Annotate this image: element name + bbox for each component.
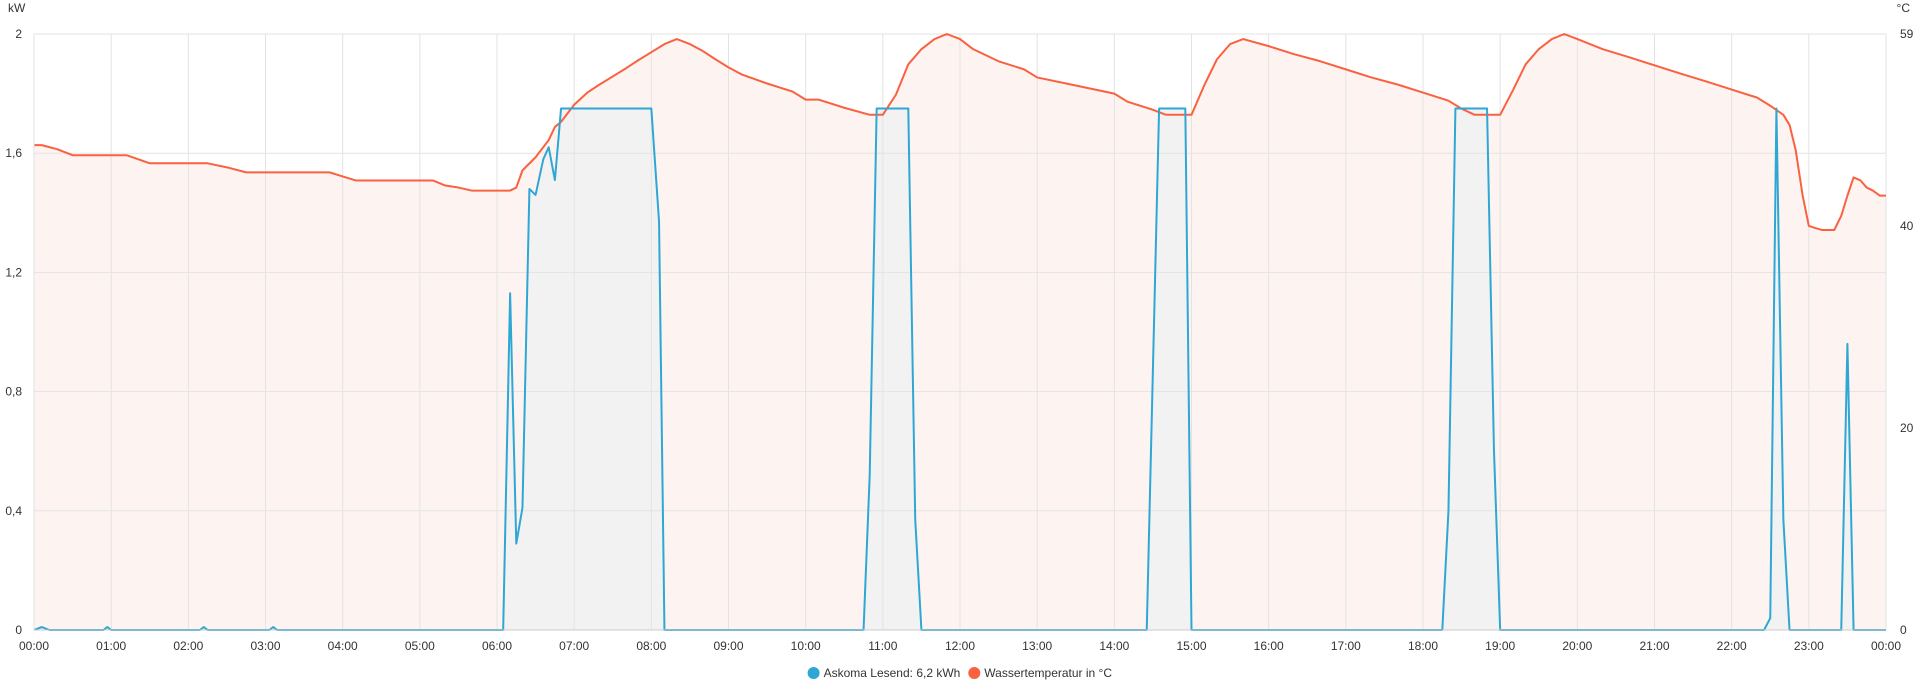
legend-label-1: Wassertemperatur in °C — [984, 666, 1112, 680]
y-left-tick-label: 1,6 — [5, 146, 22, 160]
x-tick-label: 19:00 — [1485, 639, 1515, 653]
y-axis-left-ticks: 0 0,4 0,8 1,2 1,6 2 — [5, 27, 22, 637]
x-tick-label: 18:00 — [1408, 639, 1438, 653]
y-axis-right-ticks: 0 20 40 59 — [1900, 27, 1914, 637]
x-tick-label: 12:00 — [945, 639, 975, 653]
x-tick-label: 21:00 — [1639, 639, 1669, 653]
x-tick-label: 15:00 — [1176, 639, 1206, 653]
x-tick-label: 20:00 — [1562, 639, 1592, 653]
x-tick-label: 05:00 — [405, 639, 435, 653]
x-tick-label: 13:00 — [1022, 639, 1052, 653]
y-left-tick-label: 0,4 — [5, 504, 22, 518]
x-axis-ticks: 00:00 01:00 02:00 03:00 04:00 05:00 06:00 07:00… — [19, 639, 1901, 653]
y-left-tick-label: 2 — [15, 27, 22, 41]
x-tick-label: 03:00 — [250, 639, 280, 653]
x-tick-label: 17:00 — [1331, 639, 1361, 653]
grid — [33, 33, 1887, 631]
x-tick-label: 22:00 — [1717, 639, 1747, 653]
x-tick-label: 08:00 — [636, 639, 666, 653]
x-tick-label: 09:00 — [713, 639, 743, 653]
legend-label-0: Askoma Lesend: 6,2 kWh — [824, 666, 961, 680]
y-left-tick-label: 1,2 — [5, 265, 22, 279]
x-tick-label: 11:00 — [868, 639, 897, 653]
y-left-tick-label: 0,8 — [5, 385, 22, 399]
x-tick-label: 04:00 — [328, 639, 358, 653]
y-right-tick-label: 0 — [1900, 623, 1907, 637]
x-tick-label: 23:00 — [1794, 639, 1824, 653]
legend-item[interactable]: Wassertemperatur in °C — [968, 666, 1112, 680]
x-tick-label: 02:00 — [173, 639, 203, 653]
x-tick-label: 00:00 — [19, 639, 49, 653]
legend-marker-0 — [807, 667, 820, 679]
series-line-1 — [34, 33, 1886, 231]
y-left-tick-label: 0 — [15, 623, 22, 637]
legend-marker-1 — [968, 667, 981, 679]
y-right-tick-label: 59 — [1900, 27, 1914, 41]
x-tick-label: 06:00 — [482, 639, 512, 653]
x-tick-label: 01:00 — [96, 639, 126, 653]
legend: Askoma Lesend: 6,2 kWh Wassertemperatur i… — [807, 666, 1112, 680]
x-tick-label: 16:00 — [1254, 639, 1284, 653]
y-axis-left-unit: kW — [8, 1, 26, 15]
x-tick-label: 07:00 — [559, 639, 589, 653]
x-tick-label: 14:00 — [1099, 639, 1129, 653]
y-right-tick-label: 20 — [1900, 421, 1914, 435]
x-tick-label: 10:00 — [791, 639, 821, 653]
y-right-tick-label: 40 — [1900, 219, 1914, 233]
legend-item[interactable]: Askoma Lesend: 6,2 kWh — [807, 666, 961, 680]
x-tick-label: 00:00 — [1871, 639, 1901, 653]
y-axis-right-unit: °C — [1897, 1, 1911, 15]
